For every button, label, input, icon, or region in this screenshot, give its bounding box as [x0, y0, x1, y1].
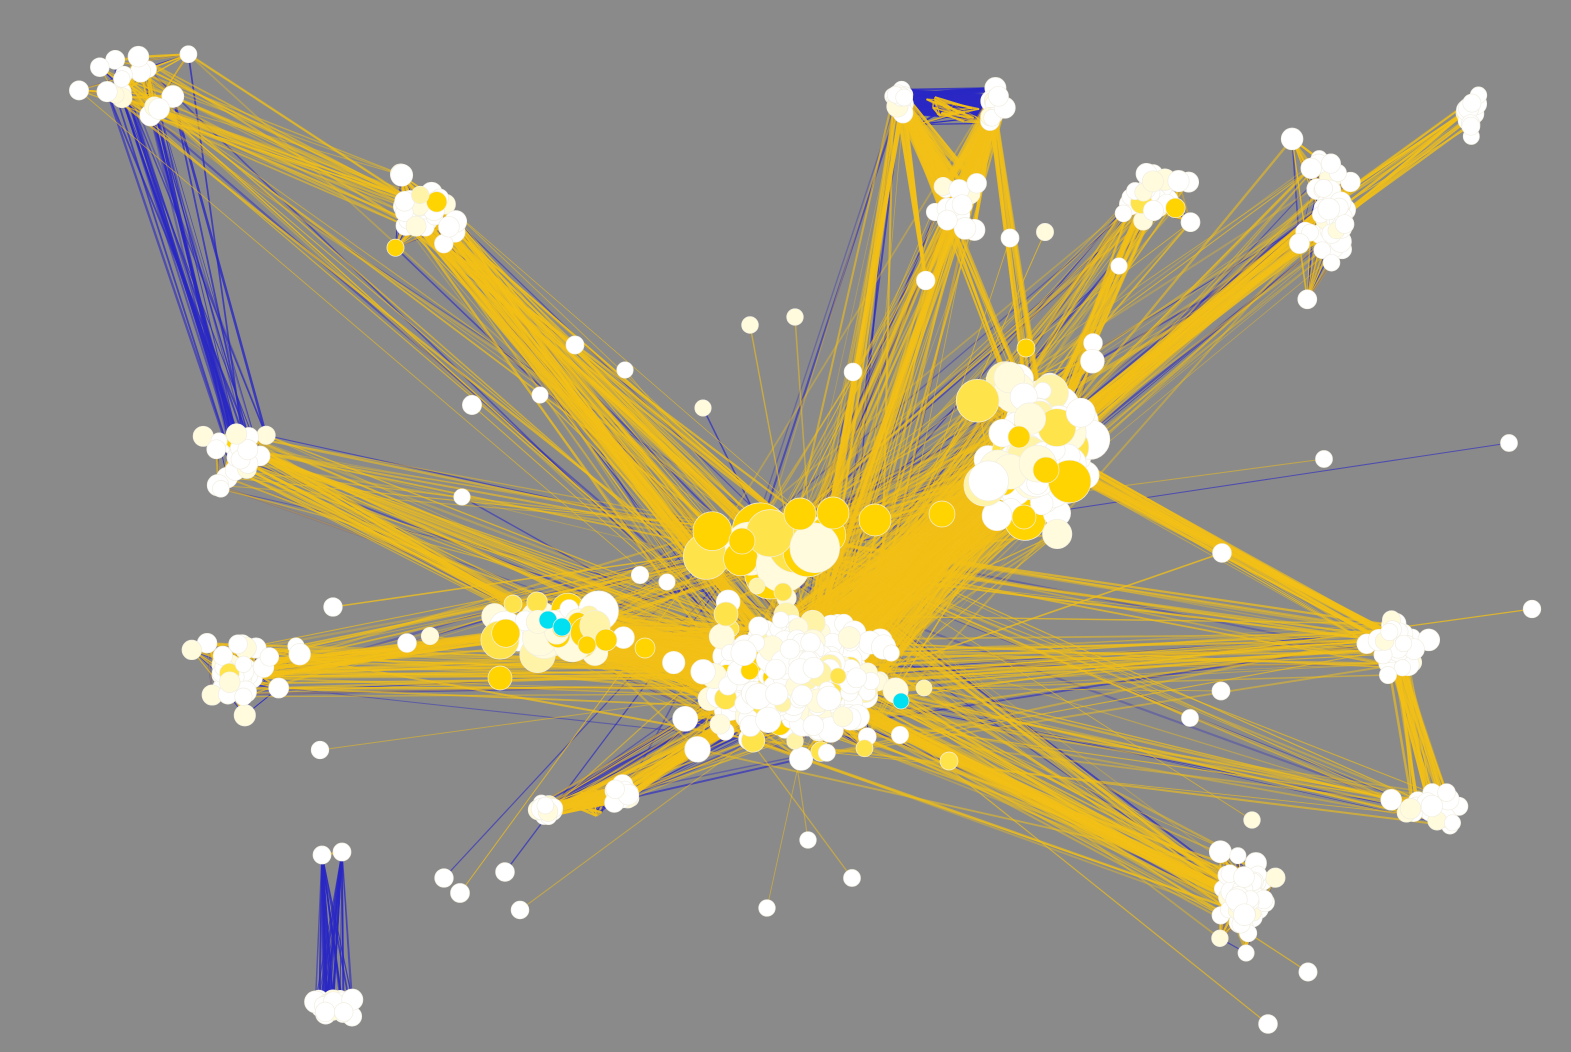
graph-edge — [120, 78, 249, 450]
graph-edge — [123, 74, 267, 436]
graph-edge — [324, 851, 343, 1012]
graph-edge — [121, 78, 267, 436]
graph-edge — [341, 851, 353, 1000]
graph-edge — [120, 78, 235, 446]
graph-edge — [315, 851, 343, 1002]
graph-edge — [951, 102, 973, 110]
graph-edge — [171, 96, 268, 436]
graph-edge — [951, 103, 976, 117]
graph-edge — [123, 74, 248, 470]
graph-edge — [229, 681, 750, 740]
graph-edge — [115, 94, 236, 471]
graph-edge — [119, 92, 238, 458]
graph-edge — [926, 98, 953, 115]
graph-edge — [121, 78, 240, 449]
graph-edge — [946, 114, 974, 119]
graph-edge — [341, 851, 345, 1013]
graph-edge — [946, 113, 955, 116]
graph-edge — [137, 56, 261, 457]
graph-edge — [937, 112, 953, 115]
graph-edge — [314, 854, 323, 1002]
graph-edge — [120, 92, 261, 457]
graph-edge — [957, 111, 976, 117]
graph-edge — [752, 98, 898, 532]
graph-edge — [945, 114, 965, 123]
graph-edge — [321, 854, 327, 1012]
graph-edge — [332, 851, 343, 1002]
graph-edge — [149, 115, 237, 471]
graph-edge — [158, 108, 261, 457]
graph-edge — [106, 91, 237, 471]
graph-edge — [933, 101, 952, 105]
graph-edge — [158, 108, 237, 435]
graph-edge — [904, 86, 996, 100]
